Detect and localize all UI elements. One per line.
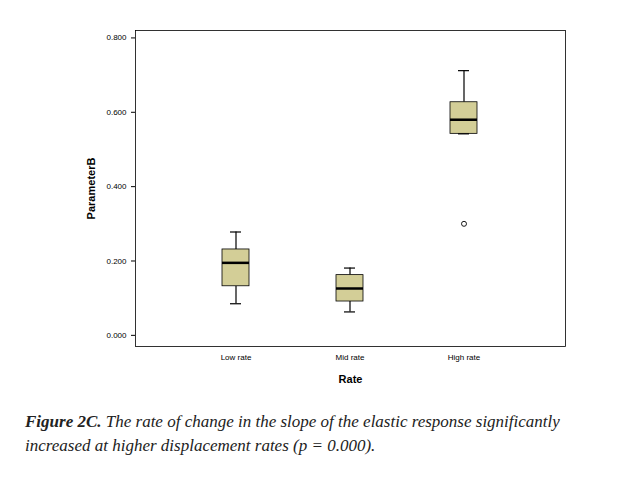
svg-text:Low rate: Low rate [221,353,252,362]
html-text:Figure 2C. The rate of change: Figure 2C. The rate of change in the slo… [25,412,560,455]
svg-text:0.600: 0.600 [106,108,127,117]
svg-text:ParameterB: ParameterB [85,158,97,220]
svg-text:0.000: 0.000 [106,331,127,340]
svg-text:Mid rate: Mid rate [336,353,365,362]
svg-text:0.200: 0.200 [106,257,127,266]
svg-text:0.800: 0.800 [106,33,127,42]
svg-text:High rate: High rate [448,353,481,362]
svg-text:0.400: 0.400 [106,182,127,191]
svg-text:Rate: Rate [339,373,363,385]
